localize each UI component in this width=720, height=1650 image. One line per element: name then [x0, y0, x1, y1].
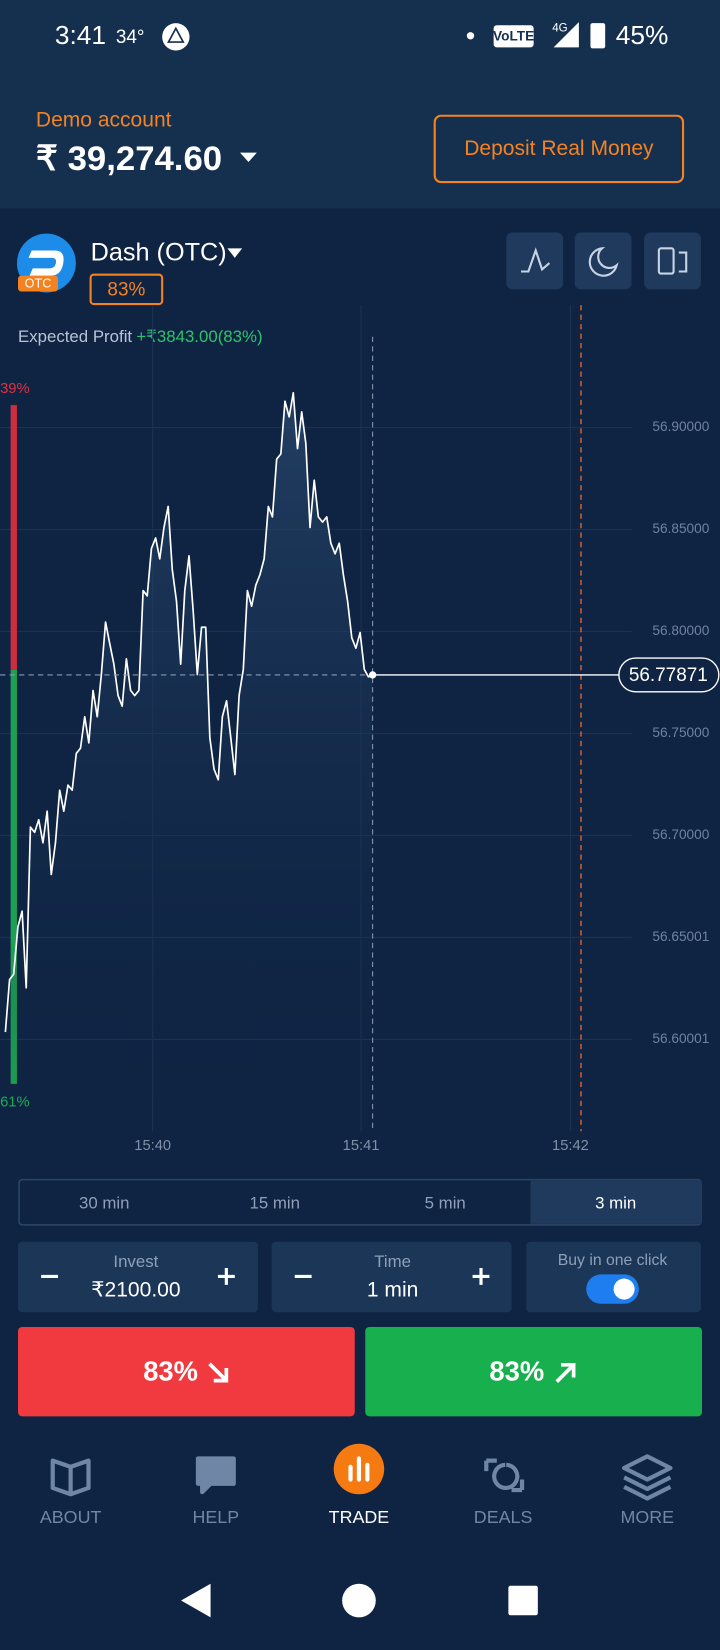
- timeframe-option[interactable]: 30 min: [79, 1193, 130, 1212]
- y-tick-label: 56.65001: [652, 929, 709, 944]
- nav-icon[interactable]: [195, 1456, 236, 1495]
- bottom-nav: ABOUT HELP TRADE DEALS MORE: [40, 1443, 674, 1527]
- asset-logo: [28, 250, 64, 276]
- otc-badge-text: OTC: [25, 276, 52, 290]
- toggle-knob[interactable]: [613, 1278, 635, 1300]
- y-tick-label: 56.60001: [652, 1031, 709, 1046]
- nav-label[interactable]: TRADE: [329, 1507, 390, 1527]
- nav-label[interactable]: HELP: [192, 1507, 239, 1527]
- asset-caret[interactable]: [227, 248, 243, 258]
- x-tick-label: 15:41: [343, 1138, 380, 1154]
- timeframe-option[interactable]: 3 min: [595, 1193, 636, 1212]
- expected-profit-label: Expected Profit: [18, 327, 132, 346]
- signal-icon: [553, 22, 579, 48]
- clock: 3:41: [55, 20, 106, 50]
- nav-label[interactable]: DEALS: [474, 1507, 533, 1527]
- network: VoLTE: [493, 28, 534, 43]
- x-tick-label: 15:42: [552, 1138, 589, 1154]
- volte-badge: [493, 25, 534, 48]
- x-tick-label: 15:40: [134, 1138, 171, 1154]
- time-value[interactable]: 1 min: [367, 1279, 418, 1302]
- sentiment-label: 39%: [0, 381, 29, 397]
- sell-label[interactable]: 83%: [143, 1355, 198, 1386]
- theme-icon: [588, 246, 619, 277]
- buy-button[interactable]: [365, 1326, 702, 1417]
- current-point: [368, 671, 377, 679]
- sell-button[interactable]: [18, 1326, 355, 1417]
- current-price-label: 56.77871: [629, 665, 708, 686]
- time-plus[interactable]: [472, 1268, 490, 1285]
- battery: 45%: [616, 20, 669, 50]
- indicators-button[interactable]: [506, 232, 564, 290]
- invest-value[interactable]: ₹2100.00: [91, 1279, 180, 1302]
- expected-profit: Expected Profit +₹3843.00(83%): [18, 327, 263, 346]
- buy-label[interactable]: 83%: [489, 1355, 544, 1386]
- home-button[interactable]: [342, 1583, 376, 1618]
- alert-icon: [162, 23, 190, 51]
- timeframe-option[interactable]: 15 min: [250, 1193, 301, 1212]
- indicators-icon: [521, 247, 551, 273]
- nav-icon[interactable]: [484, 1458, 525, 1493]
- timeframe-option[interactable]: 5 min: [425, 1193, 466, 1212]
- y-tick-label: 56.85000: [652, 521, 709, 536]
- nav-label[interactable]: MORE: [620, 1507, 674, 1527]
- sentiment-bar: [10, 405, 17, 670]
- battery-icon: [590, 23, 606, 49]
- otc-badge: [18, 275, 58, 292]
- theme-button[interactable]: [574, 232, 632, 290]
- y-tick-label: 56.70000: [652, 827, 709, 842]
- timeframes: 30 min 15 min 5 min 3 min: [79, 1180, 701, 1224]
- back-button[interactable]: [181, 1583, 211, 1618]
- signal-type: 4G: [552, 22, 567, 34]
- invest-panel: [18, 1241, 258, 1313]
- one-click-label: Buy in one click: [558, 1252, 668, 1269]
- alert-glyph: [167, 26, 185, 43]
- timeframe-selected[interactable]: [530, 1180, 701, 1224]
- layout-icon-side: [678, 251, 688, 273]
- account-caret[interactable]: [240, 152, 257, 163]
- payout-box: [89, 273, 164, 306]
- notification-dot: [466, 32, 475, 40]
- balance: ₹ 39,274.60: [36, 140, 222, 178]
- one-click-toggle[interactable]: [586, 1274, 639, 1304]
- time-panel: [271, 1241, 512, 1313]
- deposit-label[interactable]: Deposit Real Money: [464, 137, 654, 160]
- account-label: Demo account: [36, 109, 172, 132]
- chart: 56.90000 56.85000 56.80000 56.75000 56.70000…: [0, 305, 720, 1154]
- price-line: [4, 391, 373, 1033]
- expected-profit-value: +₹3843.00(83%): [136, 327, 262, 346]
- y-tick-label: 56.75000: [652, 725, 709, 740]
- y-tick-label: 56.80000: [652, 623, 709, 638]
- nav-label[interactable]: ABOUT: [40, 1507, 102, 1527]
- sell-arrow: [208, 1362, 229, 1383]
- nav-icon[interactable]: [348, 1456, 370, 1482]
- nav-icon[interactable]: [50, 1458, 91, 1497]
- y-tick-label: 56.90000: [652, 419, 709, 434]
- asset-name[interactable]: Dash (OTC): [91, 238, 227, 266]
- area: [5, 392, 373, 1132]
- buy-arrow: [555, 1362, 576, 1383]
- time-label: Time: [374, 1252, 411, 1271]
- layout-icon: [657, 247, 675, 275]
- invest-label: Invest: [113, 1252, 158, 1271]
- invest-plus[interactable]: [217, 1268, 235, 1285]
- current-price-box: [618, 657, 720, 693]
- payout: 83%: [107, 279, 145, 300]
- temperature: 34°: [116, 27, 145, 48]
- nav-icon[interactable]: [622, 1454, 673, 1501]
- recents-button[interactable]: [508, 1585, 538, 1616]
- deposit-button[interactable]: [433, 114, 685, 184]
- sentiment-bar: [10, 669, 17, 1084]
